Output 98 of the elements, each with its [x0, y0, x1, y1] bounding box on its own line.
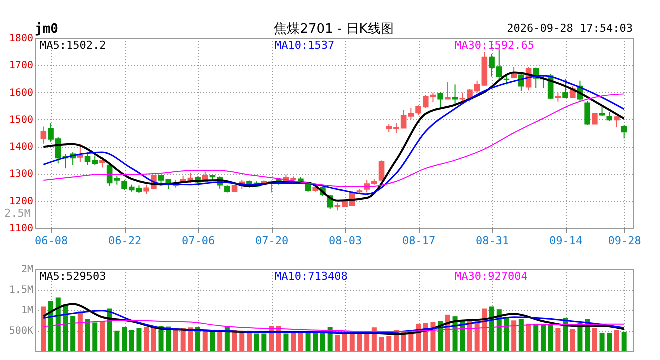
y-tick-label: 1400	[9, 142, 34, 154]
bar	[240, 330, 245, 351]
bar	[306, 332, 311, 351]
bar	[78, 312, 83, 351]
bar	[92, 322, 98, 351]
candlestick	[562, 78, 568, 98]
text: MA5:1502.2	[40, 39, 106, 52]
y-tick-label: 1500	[9, 114, 34, 126]
bar	[284, 334, 289, 351]
y-tick-label: 1700	[9, 60, 34, 72]
x-tick-label: 06-08	[34, 234, 68, 248]
bar	[210, 332, 216, 351]
bar	[136, 328, 142, 351]
bar	[188, 328, 194, 351]
bar	[512, 320, 517, 351]
text: MA30:927004	[455, 270, 528, 283]
bar	[540, 324, 546, 351]
bar	[313, 332, 318, 351]
text: MA10:713408	[275, 270, 348, 283]
y-tick-label: 1300	[9, 169, 34, 180]
bar	[592, 328, 598, 351]
candlestick	[584, 100, 590, 126]
candlestick	[592, 113, 598, 125]
bar	[548, 324, 554, 351]
candlestick	[621, 124, 628, 140]
text: MA10:1537	[275, 39, 335, 52]
bar	[41, 306, 46, 351]
x-tick-label: 09-28	[608, 234, 642, 248]
bar	[70, 316, 76, 351]
bar	[526, 324, 532, 351]
y-tick-label: 1200	[9, 196, 34, 208]
y-tick-label: 1800	[9, 34, 34, 44]
bar	[114, 330, 120, 351]
text: MA30:1592.65	[455, 39, 534, 52]
candlestick	[40, 126, 47, 144]
bar	[151, 328, 156, 351]
line-series	[42, 310, 626, 334]
bar	[254, 334, 260, 351]
candlestick	[511, 66, 517, 79]
text: 2.5M	[4, 207, 32, 220]
bar	[504, 318, 510, 351]
bar	[570, 329, 576, 351]
bar	[298, 332, 304, 351]
candlestick	[78, 144, 84, 163]
bar	[144, 327, 150, 351]
y-tick-label: 1100	[9, 224, 34, 234]
bar	[48, 300, 54, 351]
x-tick-label: 08-17	[402, 234, 436, 248]
candlestick	[438, 92, 444, 109]
bar	[129, 330, 134, 351]
y-tick-label: 1.5M	[9, 285, 34, 296]
candlestick	[408, 108, 414, 120]
bar	[122, 327, 128, 351]
bar	[607, 332, 612, 351]
bar	[56, 298, 61, 351]
x-tick-label: 08-31	[476, 234, 510, 248]
bar	[100, 321, 105, 351]
bar	[180, 328, 186, 351]
y-tick-label: 1M	[21, 306, 34, 316]
bar	[600, 332, 605, 351]
chart-title: 焦煤2701 - 日K线图	[274, 22, 394, 37]
x-tick-label: 07-06	[182, 234, 216, 248]
text: 2026-09-28 17:54:03	[507, 22, 633, 35]
bar	[534, 324, 539, 351]
bar	[85, 319, 90, 351]
candlestick	[378, 160, 385, 181]
bar	[622, 332, 627, 351]
x-tick-label: 06-22	[108, 234, 142, 248]
bar	[196, 327, 201, 351]
bar	[320, 332, 326, 351]
text: MA5:529503	[40, 270, 106, 283]
bar	[63, 304, 68, 351]
bar	[614, 330, 620, 351]
x-tick-label: 07-20	[255, 234, 289, 248]
bar	[518, 319, 524, 351]
bar	[386, 336, 392, 351]
bar	[474, 320, 480, 351]
bar	[173, 328, 178, 351]
text: jm0	[35, 22, 59, 37]
bar	[556, 328, 561, 351]
bar	[335, 335, 340, 351]
candlestick	[445, 82, 451, 100]
candlestick	[100, 156, 106, 168]
line-series	[43, 320, 625, 332]
y-tick-label: 500K	[9, 326, 34, 337]
y-tick-label: 2M	[21, 264, 34, 276]
bar	[202, 330, 208, 351]
bar	[357, 332, 362, 351]
bar	[158, 326, 164, 351]
bar	[246, 330, 252, 351]
x-tick-label: 08-03	[328, 234, 362, 248]
line-series	[42, 303, 626, 336]
x-tick-label: 09-14	[549, 234, 583, 248]
bar	[262, 334, 267, 351]
bar	[379, 337, 384, 351]
y-tick-label: 1600	[9, 88, 34, 99]
candlestick	[452, 84, 458, 106]
bar	[291, 332, 296, 351]
